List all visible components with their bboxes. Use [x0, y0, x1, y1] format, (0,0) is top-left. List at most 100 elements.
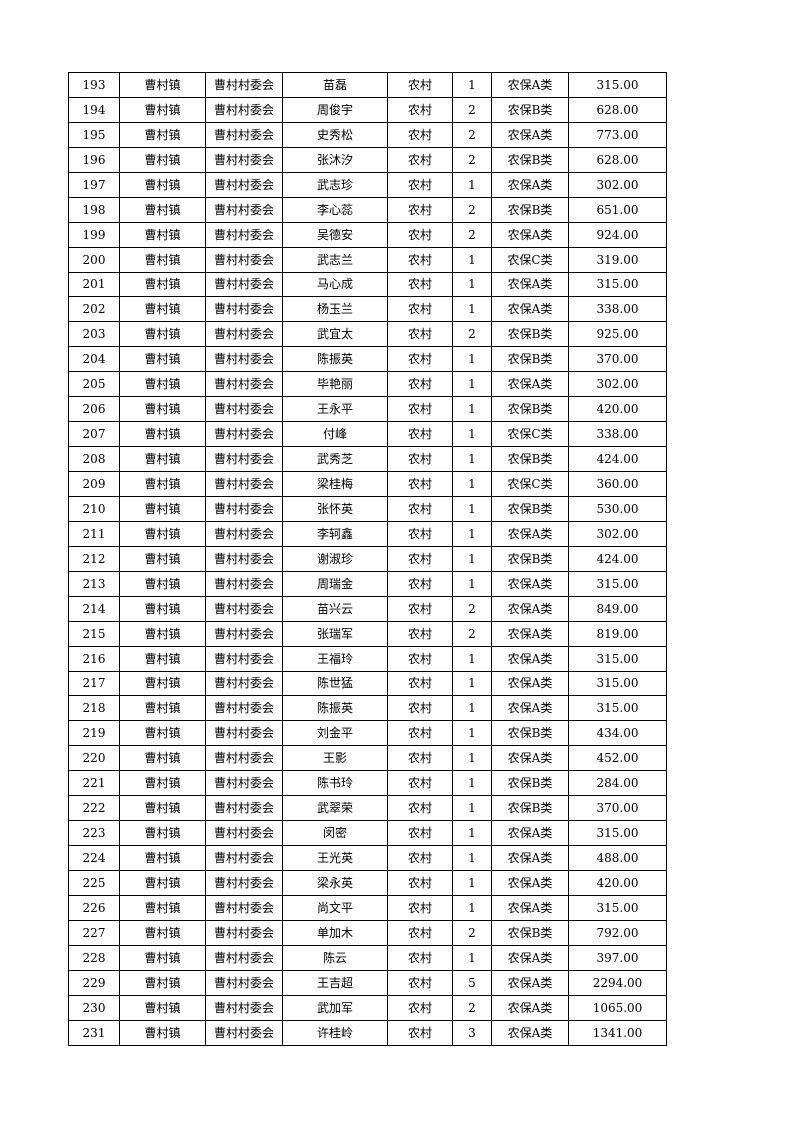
cell-insurance-category: 农保A类 [491, 271, 569, 298]
cell-amount: 302.00 [568, 371, 667, 398]
cell-village-committee: 曹村村委会 [205, 495, 283, 522]
cell-household-type: 农村 [387, 595, 453, 622]
table-row: 221 曹村镇 曹村村委会 陈书玲 农村 1 农保B类 284.00 [68, 770, 667, 797]
cell-insurance-category: 农保A类 [491, 695, 569, 722]
cell-village-committee: 曹村村委会 [205, 520, 283, 547]
cell-amount: 315.00 [568, 645, 667, 672]
cell-village-committee: 曹村村委会 [205, 944, 283, 971]
table-row: 225 曹村镇 曹村村委会 梁永英 农村 1 农保A类 420.00 [68, 870, 667, 896]
cell-village-committee: 曹村村委会 [205, 196, 283, 223]
cell-village-committee: 曹村村委会 [205, 1019, 283, 1046]
cell-row-number: 210 [68, 495, 120, 522]
cell-village-committee: 曹村村委会 [205, 570, 283, 597]
cell-member-count: 2 [452, 595, 492, 622]
cell-row-number: 228 [68, 944, 120, 971]
table-row: 214 曹村镇 曹村村委会 苗兴云 农村 2 农保A类 849.00 [68, 595, 667, 622]
table-row: 206 曹村镇 曹村村委会 王永平 农村 1 农保B类 420.00 [68, 396, 667, 423]
table-row: 210 曹村镇 曹村村委会 张怀英 农村 1 农保B类 530.00 [68, 495, 667, 522]
cell-amount: 1341.00 [568, 1019, 667, 1046]
cell-row-number: 229 [68, 969, 120, 996]
cell-amount: 1065.00 [568, 994, 667, 1021]
cell-name: 闵密 [282, 820, 388, 847]
cell-town: 曹村镇 [119, 321, 206, 348]
cell-village-committee: 曹村村委会 [205, 820, 283, 847]
cell-row-number: 217 [68, 670, 120, 697]
cell-insurance-category: 农保A类 [491, 969, 569, 996]
beneficiary-table: 193 曹村镇 曹村村委会 苗磊 农村 1 农保A类 315.00 194 曹村镇 曹村村委会 周俊宇… [68, 72, 667, 1046]
cell-member-count: 1 [452, 171, 492, 198]
cell-village-committee: 曹村村委会 [205, 146, 283, 173]
cell-household-type: 农村 [387, 919, 453, 946]
table-row: 226 曹村镇 曹村村委会 尚文平 农村 1 农保A类 315.00 [68, 894, 667, 921]
cell-village-committee: 曹村村委会 [205, 396, 283, 423]
cell-member-count: 2 [452, 919, 492, 946]
cell-village-committee: 曹村村委会 [205, 221, 283, 248]
cell-member-count: 1 [452, 870, 492, 896]
table-row: 223 曹村镇 曹村村委会 闵密 农村 1 农保A类 315.00 [68, 820, 667, 847]
cell-household-type: 农村 [387, 944, 453, 971]
cell-name: 武志兰 [282, 246, 388, 273]
cell-town: 曹村镇 [119, 421, 206, 448]
table-row: 229 曹村镇 曹村村委会 王吉超 农村 5 农保A类 2294.00 [68, 969, 667, 996]
cell-name: 苗兴云 [282, 595, 388, 622]
table-row: 212 曹村镇 曹村村委会 谢淑珍 农村 1 农保B类 424.00 [68, 545, 667, 572]
cell-amount: 315.00 [568, 894, 667, 921]
cell-member-count: 1 [452, 495, 492, 522]
cell-member-count: 2 [452, 96, 492, 123]
cell-amount: 370.00 [568, 795, 667, 822]
cell-town: 曹村镇 [119, 121, 206, 148]
cell-household-type: 农村 [387, 346, 453, 373]
cell-name: 张怀英 [282, 495, 388, 522]
cell-member-count: 1 [452, 396, 492, 423]
cell-row-number: 213 [68, 570, 120, 597]
cell-name: 刘金平 [282, 720, 388, 747]
cell-member-count: 1 [452, 446, 492, 472]
cell-row-number: 221 [68, 770, 120, 797]
cell-insurance-category: 农保A类 [491, 570, 569, 597]
table-row: 211 曹村镇 曹村村委会 李轲鑫 农村 1 农保A类 302.00 [68, 520, 667, 547]
cell-town: 曹村镇 [119, 919, 206, 946]
cell-town: 曹村镇 [119, 944, 206, 971]
cell-household-type: 农村 [387, 221, 453, 248]
cell-amount: 315.00 [568, 695, 667, 722]
cell-household-type: 农村 [387, 96, 453, 123]
cell-town: 曹村镇 [119, 221, 206, 248]
cell-member-count: 1 [452, 670, 492, 697]
cell-village-committee: 曹村村委会 [205, 446, 283, 472]
cell-name: 王永平 [282, 396, 388, 423]
cell-insurance-category: 农保A类 [491, 72, 569, 98]
cell-household-type: 农村 [387, 171, 453, 198]
cell-amount: 319.00 [568, 246, 667, 273]
cell-row-number: 224 [68, 845, 120, 871]
cell-member-count: 1 [452, 371, 492, 398]
cell-member-count: 1 [452, 545, 492, 572]
cell-village-committee: 曹村村委会 [205, 595, 283, 622]
cell-town: 曹村镇 [119, 196, 206, 223]
cell-village-committee: 曹村村委会 [205, 795, 283, 822]
cell-amount: 628.00 [568, 146, 667, 173]
cell-row-number: 223 [68, 820, 120, 847]
cell-insurance-category: 农保C类 [491, 246, 569, 273]
cell-amount: 651.00 [568, 196, 667, 223]
cell-amount: 452.00 [568, 745, 667, 772]
table-row: 193 曹村镇 曹村村委会 苗磊 农村 1 农保A类 315.00 [68, 72, 667, 98]
cell-village-committee: 曹村村委会 [205, 645, 283, 672]
cell-town: 曹村镇 [119, 745, 206, 772]
cell-town: 曹村镇 [119, 770, 206, 797]
cell-member-count: 1 [452, 720, 492, 747]
cell-household-type: 农村 [387, 570, 453, 597]
cell-village-committee: 曹村村委会 [205, 271, 283, 298]
cell-name: 陈云 [282, 944, 388, 971]
cell-member-count: 1 [452, 72, 492, 98]
cell-amount: 424.00 [568, 446, 667, 472]
cell-name: 梁永英 [282, 870, 388, 896]
cell-amount: 360.00 [568, 471, 667, 497]
cell-member-count: 1 [452, 745, 492, 772]
cell-amount: 315.00 [568, 820, 667, 847]
cell-row-number: 204 [68, 346, 120, 373]
cell-name: 陈世猛 [282, 670, 388, 697]
cell-member-count: 2 [452, 196, 492, 223]
cell-member-count: 1 [452, 271, 492, 298]
cell-insurance-category: 农保A类 [491, 595, 569, 622]
cell-amount: 924.00 [568, 221, 667, 248]
